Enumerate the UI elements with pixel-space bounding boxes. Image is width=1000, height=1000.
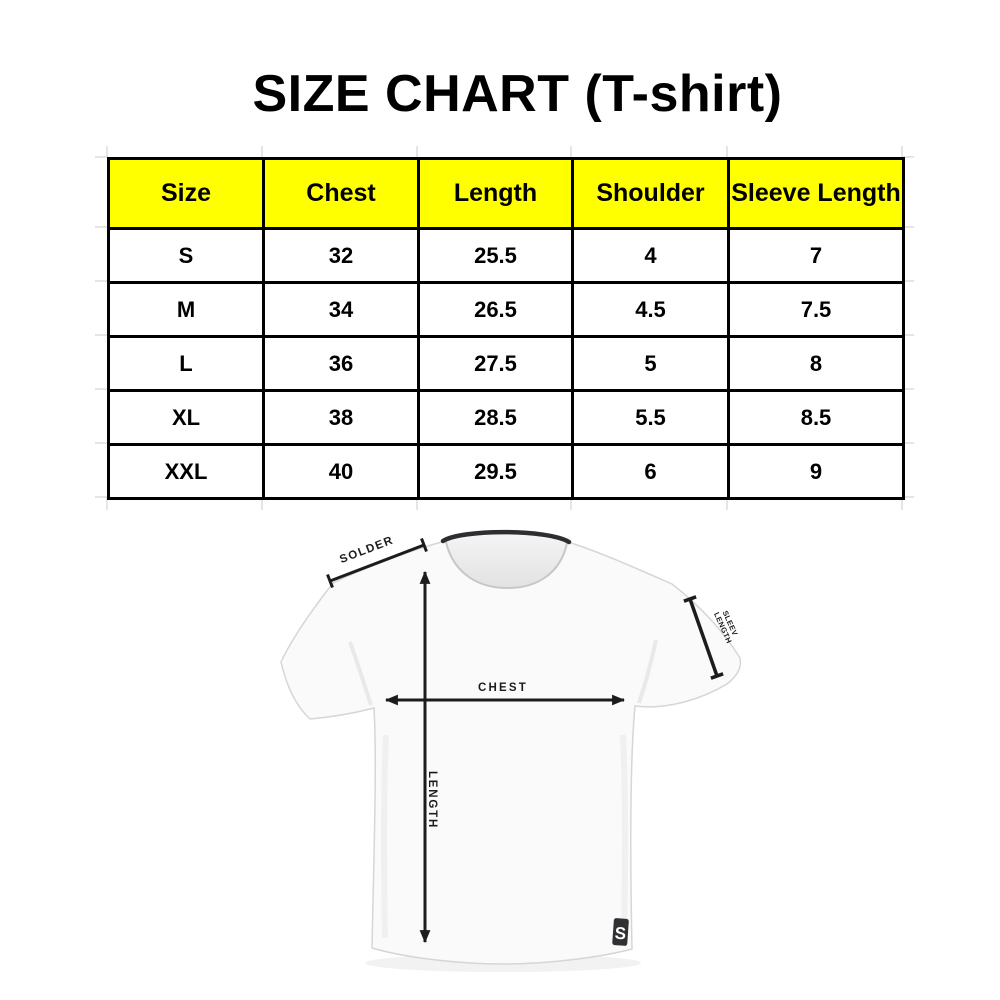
table-row: L 36 27.5 5 8 [107,335,905,392]
header-cell-shoulder: Shoulder [571,157,730,230]
tshirt-measurement-diagram: S SOLDER LENGTH CHEST SLEEV LENGTH [280,529,742,972]
cell-length: 29.5 [417,443,574,500]
sleeve-dim-line [683,595,724,680]
table-row: S 32 25.5 4 7 [107,227,905,284]
header-cell-length: Length [417,157,574,230]
cell-shoulder: 4 [571,227,730,284]
tshirt-body [280,532,742,965]
cell-length: 25.5 [417,227,574,284]
fold-left [381,734,389,939]
cell-shoulder: 5.5 [571,389,730,446]
cell-shoulder: 4.5 [571,281,730,338]
neck-opening-rim [445,541,568,590]
cell-sleeve-length: 9 [727,443,905,500]
sleeve-crease-right [637,639,658,704]
cell-size: L [107,335,265,392]
cell-length: 26.5 [417,281,574,338]
cell-chest: 32 [262,227,420,284]
brand-tag-letter: S [614,924,627,944]
cell-sleeve-length: 8.5 [727,389,905,446]
cell-sleeve-length: 7 [727,227,905,284]
cell-size: XXL [107,443,265,500]
table-row: M 34 26.5 4.5 7.5 [107,281,905,338]
size-chart-table: Size Chest Length Shoulder Sleeve Length… [107,157,905,500]
cell-chest: 38 [262,389,420,446]
cell-size: XL [107,389,265,446]
neck-opening [446,534,567,589]
table-header-row: Size Chest Length Shoulder Sleeve Length [107,157,905,230]
cell-chest: 34 [262,281,420,338]
cell-chest: 40 [262,443,420,500]
header-cell-size: Size [107,157,265,230]
table-row: XL 38 28.5 5.5 8.5 [107,389,905,446]
length-label: LENGTH [426,771,438,829]
cell-sleeve-length: 7.5 [727,281,905,338]
sleeve-crease-left [348,641,373,706]
cell-length: 28.5 [417,389,574,446]
shoulder-dim-line [326,537,428,589]
header-cell-sleeve-length: Sleeve Length [727,157,905,230]
brand-tag: S [612,918,629,946]
collar-band [440,529,572,545]
fold-right [620,734,628,939]
table-row: XXL 40 29.5 6 9 [107,443,905,500]
chest-label: CHEST [478,682,528,694]
cell-shoulder: 5 [571,335,730,392]
page-title: SIZE CHART (T-shirt) [252,65,783,123]
cell-length: 27.5 [417,335,574,392]
cell-shoulder: 6 [571,443,730,500]
cell-size: S [107,227,265,284]
header-cell-chest: Chest [262,157,420,230]
cell-sleeve-length: 8 [727,335,905,392]
cell-chest: 36 [262,335,420,392]
cell-size: M [107,281,265,338]
